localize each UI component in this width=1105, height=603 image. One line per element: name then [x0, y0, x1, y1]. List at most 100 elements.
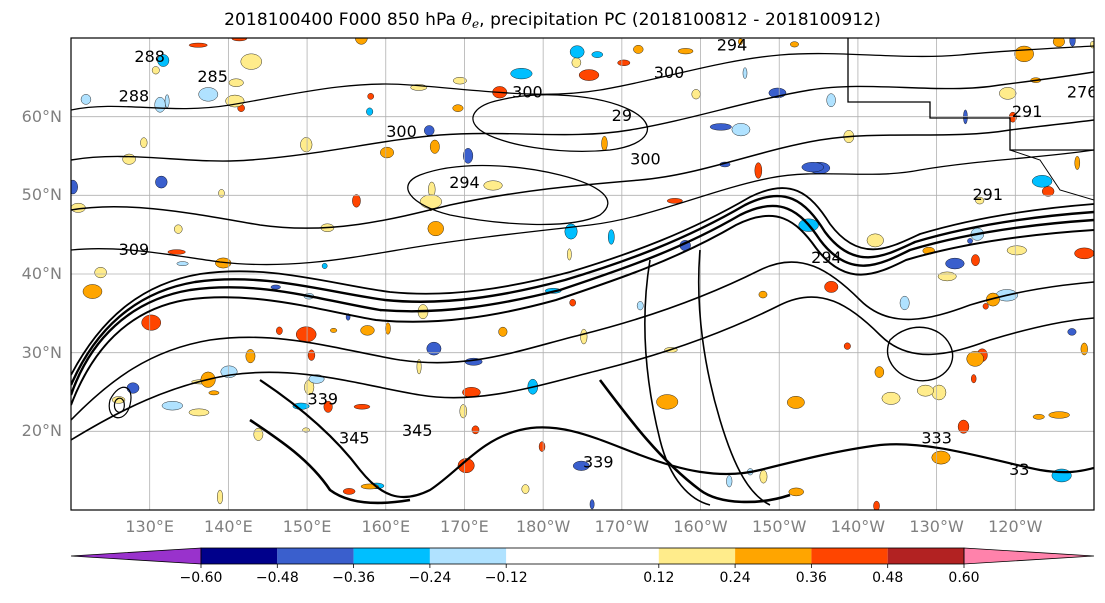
contour-label: 300 [654, 63, 685, 82]
title-theta-subscript: e [471, 17, 480, 31]
colorbar-tick-label: −0.36 [332, 570, 376, 586]
precip-cell [307, 349, 316, 361]
precip-cell [866, 233, 884, 248]
precip-cell [424, 125, 435, 136]
graticule [71, 38, 1094, 510]
contour-line [71, 261, 1094, 421]
precip-cell [787, 396, 805, 409]
precip-cell [945, 257, 965, 270]
colorbar-segment [506, 548, 659, 564]
precip-cell [759, 469, 768, 484]
lat-tick-label: 30°N [21, 342, 62, 362]
lat-tick-label: 50°N [21, 185, 62, 205]
precip-cell [881, 391, 901, 405]
precip-cell [999, 87, 1017, 100]
precip-cell [608, 229, 615, 245]
colorbar-segment [201, 548, 278, 564]
contour-label: 288 [119, 87, 150, 106]
colorbar-tick-label: 0.12 [643, 570, 675, 586]
precip-cell [1032, 414, 1045, 420]
precip-cell [1069, 38, 1076, 47]
precip-cell [1048, 411, 1070, 419]
precip-cell [155, 175, 168, 189]
coastlines [847, 38, 1094, 201]
precip-cell [208, 390, 220, 396]
precip-cell [931, 384, 947, 401]
precip-cell [429, 139, 440, 154]
precip-cell [742, 67, 748, 79]
colorbar-extend-min [70, 547, 202, 565]
precip-cell [971, 254, 980, 266]
precip-cell [457, 458, 475, 474]
precip-cell [1074, 247, 1094, 260]
precip-cell [1080, 342, 1088, 356]
precip-cell [366, 107, 374, 116]
precip-cell [253, 427, 264, 441]
precip-cell [691, 89, 701, 100]
precip-cell [917, 384, 934, 397]
precip-cell [321, 262, 328, 269]
precip-cell [971, 374, 977, 384]
contour-label: 339 [583, 452, 614, 471]
precip-cell [419, 194, 442, 209]
precip-cell [385, 322, 391, 335]
precip-cell [591, 51, 603, 58]
precip-cell [353, 404, 371, 410]
precip-cell [666, 198, 683, 204]
precip-cell [161, 401, 183, 411]
precip-cell [245, 349, 256, 364]
precip-cell [300, 137, 313, 153]
precipitation-shading [71, 38, 1094, 510]
precip-cell [164, 94, 170, 108]
precip-cell [157, 54, 170, 67]
contour-label: 339 [308, 389, 339, 408]
colorbar-tick-label: −0.12 [484, 570, 528, 586]
contour-line [71, 187, 1094, 376]
precip-cell [416, 359, 422, 375]
colorbar-tick-label: −0.60 [179, 570, 223, 586]
colorbar-segment [735, 548, 812, 564]
lon-tick-label: 130°E [125, 517, 175, 536]
precip-cell [1052, 38, 1065, 48]
precip-cell [1074, 156, 1081, 170]
contour-line [108, 386, 132, 419]
precip-cell [601, 136, 608, 151]
contour-line [249, 379, 791, 505]
precip-cell [225, 94, 245, 108]
precip-cell [873, 500, 880, 510]
precip-cell [122, 153, 136, 165]
precip-cell [801, 162, 824, 173]
precip-cell [276, 326, 283, 335]
precip-cell [726, 475, 733, 488]
precip-cell [342, 488, 356, 495]
lat-tick-label: 20°N [21, 421, 62, 441]
precip-cell [578, 69, 600, 81]
contour-line [643, 249, 771, 506]
contour-label: 333 [921, 429, 952, 448]
precip-cell [874, 366, 885, 378]
colorbar-tick-label: 0.24 [719, 570, 751, 586]
precip-cell [937, 271, 957, 282]
precip-cell [228, 78, 244, 87]
precip-cell [483, 180, 503, 191]
precip-cell [82, 284, 103, 299]
contour-label: 300 [630, 149, 661, 168]
lon-tick-label: 140°W [830, 517, 886, 536]
precip-cell [790, 41, 799, 48]
precip-cell [167, 249, 186, 255]
contour-label: 33 [1009, 460, 1029, 479]
precip-cell [471, 425, 480, 435]
precip-cell [589, 499, 595, 510]
map-title: 2018100400 F000 850 hPa θe, precipitatio… [0, 10, 1105, 31]
contour-label: 294 [449, 173, 480, 192]
precip-cell [498, 326, 508, 337]
precip-cell [94, 267, 107, 279]
precip-cell [141, 314, 161, 331]
precip-cell [140, 137, 148, 148]
precip-cell [1008, 111, 1017, 123]
precip-cell [975, 196, 985, 205]
title-prefix: 2018100400 F000 850 hPa [224, 10, 462, 30]
contour-label: 276 [1067, 83, 1098, 102]
precip-cell [352, 194, 361, 208]
